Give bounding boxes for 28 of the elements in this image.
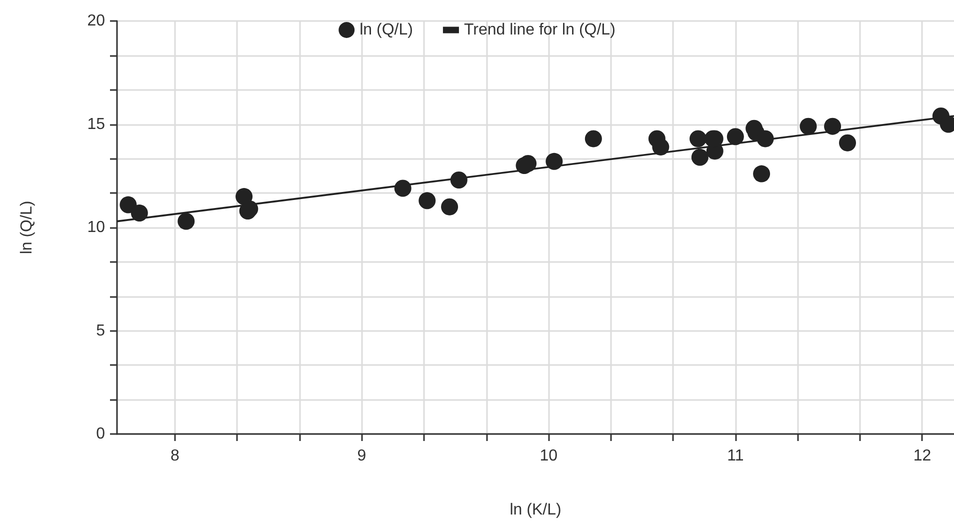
y-tick-label: 10 bbox=[87, 219, 106, 236]
y-tick-label: 5 bbox=[96, 322, 106, 340]
y-tick-label: 15 bbox=[87, 116, 106, 133]
point bbox=[691, 148, 708, 166]
point bbox=[839, 134, 856, 152]
x-tick-label: 11 bbox=[727, 448, 744, 464]
y-tick-label: 0 bbox=[96, 426, 106, 442]
point bbox=[584, 130, 602, 148]
point bbox=[753, 165, 770, 182]
legend-label: Trend line for ln (Q/L) bbox=[464, 22, 616, 38]
x-tick-label: 12 bbox=[913, 448, 932, 464]
y-tick-label: 20 bbox=[87, 12, 106, 30]
point bbox=[418, 192, 436, 210]
y-axis-title: ln (Q/L) bbox=[18, 200, 36, 254]
x-tick-label: 9 bbox=[357, 448, 366, 464]
point bbox=[690, 130, 707, 148]
point bbox=[652, 138, 670, 156]
point bbox=[800, 118, 817, 135]
x-tick-label: 8 bbox=[170, 448, 180, 464]
point bbox=[726, 128, 744, 146]
x-tick-label: 10 bbox=[540, 448, 558, 464]
legend-label: ln (Q/L) bbox=[360, 22, 413, 38]
point bbox=[120, 196, 137, 214]
point bbox=[178, 212, 195, 230]
x-axis-title: ln (K/L) bbox=[510, 502, 562, 518]
point bbox=[130, 204, 148, 222]
point bbox=[236, 188, 253, 206]
point bbox=[441, 198, 458, 216]
